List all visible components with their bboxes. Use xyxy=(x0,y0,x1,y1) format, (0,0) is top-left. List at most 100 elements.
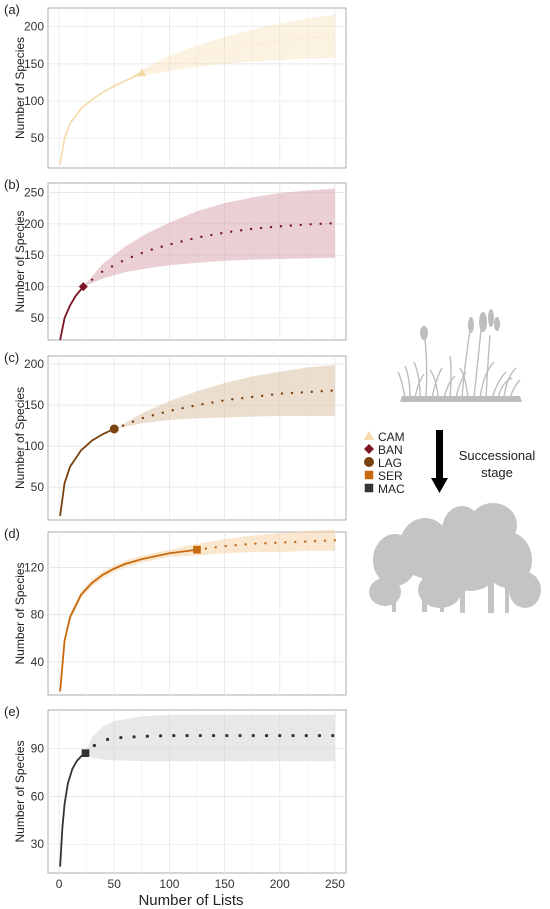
extrapolation-dot xyxy=(260,394,264,398)
x-tick-label: 200 xyxy=(270,877,290,891)
y-axis-label: Number of Species xyxy=(13,562,27,664)
extrapolation-dot xyxy=(319,222,322,226)
extrapolation-dot xyxy=(158,734,163,738)
extrapolation-dot xyxy=(140,251,144,255)
extrapolation-dot xyxy=(106,737,110,742)
extrapolation-dot xyxy=(254,542,257,545)
extrapolation-dot xyxy=(313,539,317,543)
extrapolation-dot xyxy=(225,733,229,738)
rarefaction-line xyxy=(59,286,85,341)
tree-crown xyxy=(509,572,541,608)
extrapolation-dot xyxy=(274,541,277,545)
legend-marker-mac xyxy=(364,483,374,493)
legend-label-cam: CAM xyxy=(378,430,405,444)
extrapolation-dot xyxy=(191,404,194,408)
extrapolation-dot xyxy=(244,543,247,546)
y-tick-label: 50 xyxy=(31,131,45,145)
panel-lag: 50 100 150 200 (c) Number of Species xyxy=(4,350,347,521)
extrapolation-dot xyxy=(250,395,254,399)
extrapolation-dot xyxy=(269,225,273,229)
extrapolation-dot xyxy=(211,733,216,738)
extrapolation-dot xyxy=(201,403,204,406)
observed-point-marker xyxy=(78,282,88,292)
y-tick-label: 250 xyxy=(24,185,44,199)
x-tick-label: 0 xyxy=(56,877,63,891)
panel-cam: 50 100 150 200 (a) Number of Species xyxy=(4,2,347,169)
observed-point-marker xyxy=(109,424,119,434)
extrapolation-dot xyxy=(130,255,134,259)
extrapolation-dot xyxy=(330,389,333,392)
rarefaction-line xyxy=(59,428,115,517)
grass-seedhead xyxy=(494,317,500,331)
extrapolation-dot xyxy=(198,733,202,738)
y-tick-label: 150 xyxy=(24,398,44,412)
y-tick-label: 150 xyxy=(24,248,44,262)
x-axis-title: Number of Lists xyxy=(138,892,243,909)
extrapolation-dot xyxy=(238,733,242,738)
extrapolation-dot xyxy=(100,270,104,273)
tree-trunk xyxy=(488,580,494,613)
extrapolation-dot xyxy=(131,420,135,423)
panels-group: 50 100 150 200 (a) Number of Species 50 100 150 2… xyxy=(4,2,347,891)
extrapolation-dot xyxy=(303,540,307,543)
panel-label: (a) xyxy=(4,2,20,17)
y-tick-label: 150 xyxy=(24,57,44,71)
extrapolation-dot xyxy=(317,733,322,738)
extrapolation-dot xyxy=(294,540,297,544)
extrapolation-dot xyxy=(119,735,123,740)
succession-label-line1: Successional xyxy=(459,448,536,463)
extrapolation-dot xyxy=(259,226,263,230)
confidence-band xyxy=(60,365,335,516)
extrapolation-dot xyxy=(90,278,94,281)
extrapolation-dot xyxy=(290,391,294,395)
extrapolation-dot xyxy=(323,539,327,542)
extrapolation-dot xyxy=(270,393,274,396)
rarefaction-line xyxy=(59,548,198,692)
y-tick-label: 120 xyxy=(24,560,44,574)
legend-label-lag: LAG xyxy=(378,456,402,470)
extrapolation-dot xyxy=(284,541,287,544)
tree-crown xyxy=(369,578,401,606)
legend-marker-ser xyxy=(364,470,374,480)
extrapolation-dot xyxy=(299,223,302,227)
extrapolation-dot xyxy=(210,233,213,237)
y-tick-label: 50 xyxy=(31,311,45,325)
grass-blades xyxy=(397,319,521,399)
extrapolation-dot xyxy=(279,225,283,228)
y-tick-label: 50 xyxy=(31,480,45,494)
extrapolation-dot xyxy=(234,544,237,547)
extrapolation-dot xyxy=(220,232,223,235)
extrapolation-dot xyxy=(251,733,255,738)
y-tick-label: 90 xyxy=(31,741,45,755)
y-tick-label: 60 xyxy=(31,789,45,803)
extrapolation-dot xyxy=(231,398,234,401)
legend-label-ser: SER xyxy=(378,469,403,483)
observed-point-marker xyxy=(193,545,201,554)
tree-trunk xyxy=(505,585,509,613)
succession-label-line2: stage xyxy=(481,465,513,480)
confidence-band xyxy=(60,714,335,867)
extrapolation-dot xyxy=(241,396,244,400)
panel-mac: 30 60 90 (e) Number of Species xyxy=(4,704,347,874)
extrapolation-dot xyxy=(132,735,136,739)
grass-seedhead xyxy=(468,317,474,333)
y-tick-label: 100 xyxy=(24,94,44,108)
y-tick-label: 100 xyxy=(24,280,44,294)
legend-marker-lag xyxy=(364,457,374,467)
y-axis-label: Number of Species xyxy=(13,740,27,842)
extrapolation-dot xyxy=(230,230,233,233)
extrapolation-dot xyxy=(204,547,208,550)
extrapolation-dot xyxy=(150,248,153,251)
y-tick-label: 80 xyxy=(31,608,45,622)
tree-trunk xyxy=(440,600,444,612)
rarefaction-line xyxy=(59,752,87,867)
confidence-band xyxy=(60,529,335,692)
extrapolation-dot xyxy=(304,733,308,738)
extrapolation-dot xyxy=(185,733,189,738)
extrapolation-dot xyxy=(151,414,155,417)
tree-crown xyxy=(399,518,451,578)
grass-seedhead xyxy=(488,309,494,327)
panel-label: (b) xyxy=(4,177,20,192)
tree-trunk xyxy=(392,585,396,612)
